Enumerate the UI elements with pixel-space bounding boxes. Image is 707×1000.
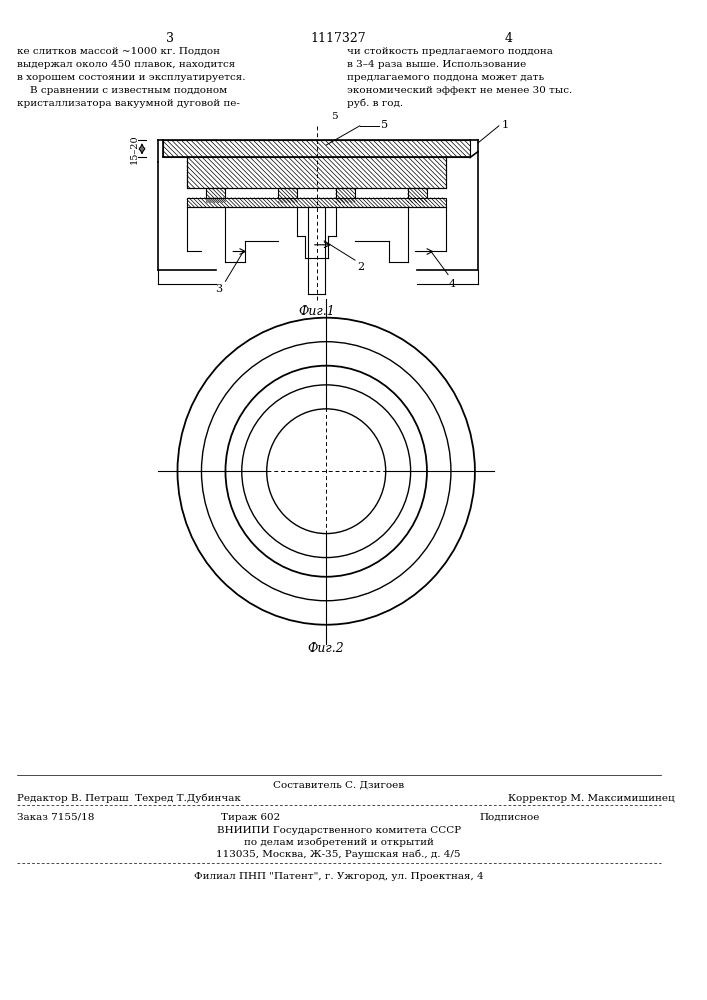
Text: 4: 4 <box>505 32 513 45</box>
Text: кристаллизатора вакуумной дуговой пе-: кристаллизатора вакуумной дуговой пе- <box>17 99 240 108</box>
Text: 3: 3 <box>166 32 174 45</box>
Text: ВНИИПИ Государственного комитета СССР: ВНИИПИ Государственного комитета СССР <box>216 826 461 835</box>
Text: руб. в год.: руб. в год. <box>347 99 404 108</box>
Text: Составитель С. Дзигоев: Составитель С. Дзигоев <box>273 780 404 789</box>
Bar <box>206 188 226 203</box>
Text: Редактор В. Петраш  Техред Т.Дубинчак: Редактор В. Петраш Техред Т.Дубинчак <box>17 794 241 803</box>
Text: 4: 4 <box>449 279 456 289</box>
Text: ке слитков массой ~1000 кг. Поддон: ке слитков массой ~1000 кг. Поддон <box>17 47 221 56</box>
Text: Корректор М. Максимишинец: Корректор М. Максимишинец <box>508 794 675 803</box>
Text: по делам изобретений и открытий: по делам изобретений и открытий <box>244 838 433 847</box>
Text: 1117327: 1117327 <box>311 32 366 45</box>
Ellipse shape <box>201 342 451 601</box>
Text: Фиг.2: Фиг.2 <box>308 642 344 655</box>
Ellipse shape <box>226 366 427 577</box>
Text: Тираж 602: Тираж 602 <box>221 813 280 822</box>
Text: 15–20: 15–20 <box>130 134 139 164</box>
Text: 2: 2 <box>357 262 364 272</box>
Text: выдержал около 450 плавок, находится: выдержал около 450 плавок, находится <box>17 60 235 69</box>
Bar <box>279 188 298 203</box>
Text: Заказ 7155/18: Заказ 7155/18 <box>17 813 95 822</box>
Text: 5: 5 <box>331 112 338 121</box>
Text: в 3–4 раза выше. Использование: в 3–4 раза выше. Использование <box>347 60 527 69</box>
Text: экономический эффект не менее 30 тыс.: экономический эффект не менее 30 тыс. <box>347 86 573 95</box>
Text: чи стойкость предлагаемого поддона: чи стойкость предлагаемого поддона <box>347 47 553 56</box>
Text: 5: 5 <box>381 120 388 130</box>
Text: 1: 1 <box>502 120 509 130</box>
Bar <box>336 188 355 203</box>
Ellipse shape <box>242 385 411 558</box>
Text: Подписное: Подписное <box>480 813 540 822</box>
Text: предлагаемого поддона может дать: предлагаемого поддона может дать <box>347 73 544 82</box>
Text: Фиг.1: Фиг.1 <box>298 305 335 318</box>
Ellipse shape <box>267 409 386 534</box>
Text: В сравнении с известным поддоном: В сравнении с известным поддоном <box>17 86 228 95</box>
Text: 3: 3 <box>216 284 223 294</box>
Ellipse shape <box>177 318 475 625</box>
Bar <box>187 198 446 207</box>
Text: Филиал ПНП "Патент", г. Ужгород, ул. Проектная, 4: Филиал ПНП "Патент", г. Ужгород, ул. Про… <box>194 872 484 881</box>
Text: в хорошем состоянии и эксплуатируется.: в хорошем состоянии и эксплуатируется. <box>17 73 246 82</box>
Bar <box>187 157 446 188</box>
Bar <box>408 188 427 203</box>
Bar <box>163 140 470 157</box>
Text: 113035, Москва, Ж-35, Раушская наб., д. 4/5: 113035, Москва, Ж-35, Раушская наб., д. … <box>216 849 461 859</box>
